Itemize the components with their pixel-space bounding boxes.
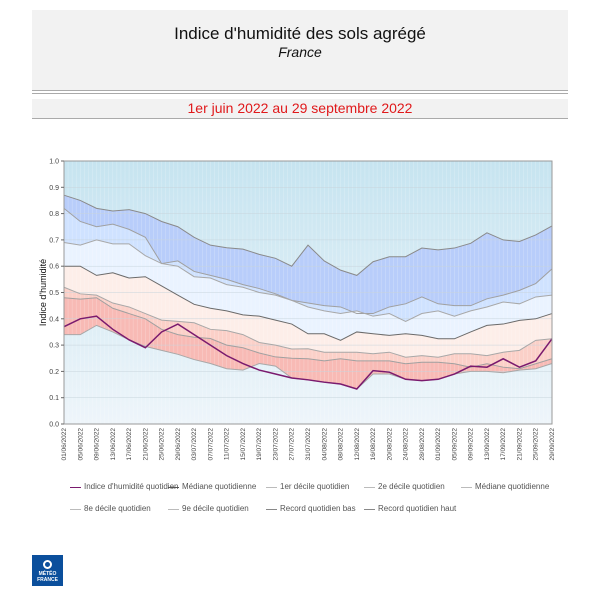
y-tick-label: 0.4 [49, 316, 59, 323]
legend-swatch [70, 509, 81, 510]
series-line-4 [63, 286, 553, 358]
legend-item: Médiane quotidienne [461, 482, 571, 492]
x-tick-label: 23/07/2022 [272, 428, 279, 461]
y-tick-label: 0.1 [49, 395, 59, 402]
legend-swatch [364, 509, 375, 510]
x-tick-label: 09/09/2022 [468, 428, 475, 461]
legend-label: Indice d'humidité quotidien [84, 482, 179, 491]
band-2nd-1st-decile [64, 287, 552, 369]
legend-item: Indice d'humidité quotidien [70, 482, 180, 492]
chart-title: Indice d'humidité des sols agrégé [174, 24, 426, 43]
x-tick-label: 21/06/2022 [142, 428, 149, 461]
x-tick-label: 07/07/2022 [207, 428, 214, 461]
meteo-france-logo: MÉTÉO FRANCE [32, 555, 63, 586]
series-line-2 [63, 239, 553, 322]
header: Indice d'humidité des sols agrégé France [32, 10, 568, 91]
legend-label: Médiane quotidienne [475, 482, 550, 491]
x-tick-label: 31/07/2022 [305, 428, 312, 461]
x-tick-label: 05/09/2022 [451, 428, 458, 461]
y-tick-label: 0.8 [49, 211, 59, 218]
legend-label: Record quotidien haut [378, 504, 457, 513]
legend-label: Record quotidien bas [280, 504, 356, 513]
legend-item: 8e décile quotidien [70, 504, 180, 514]
x-tick-label: 25/09/2022 [533, 428, 540, 461]
x-tick-label: 01/09/2022 [435, 428, 442, 461]
series-line-5 [63, 297, 553, 370]
legend-label: 8e décile quotidien [84, 504, 151, 513]
y-axis-label: Indice d'humidité [38, 259, 48, 326]
legend-item: 9e décile quotidien [168, 504, 278, 514]
series-line-1 [63, 207, 553, 315]
series-line-0 [63, 194, 553, 276]
y-tick-label: 0.2 [49, 369, 59, 376]
x-tick-label: 20/08/2022 [386, 428, 393, 461]
x-tick-label: 21/09/2022 [516, 428, 523, 461]
y-tick-label: 0.5 [49, 290, 59, 297]
x-tick-label: 12/08/2022 [354, 428, 361, 461]
y-tick-label: 1.0 [49, 159, 59, 166]
y-tick-label: 0.6 [49, 264, 59, 271]
band-8th-decile-median [64, 239, 552, 341]
x-tick-label: 04/08/2022 [321, 428, 328, 461]
x-tick-label: 17/06/2022 [126, 428, 133, 461]
x-tick-label: 29/06/2022 [175, 428, 182, 461]
period-label: 1er juin 2022 au 29 septembre 2022 [32, 99, 568, 119]
series-line-index [63, 315, 553, 390]
legend-swatch [168, 509, 179, 510]
legend-label: 1er décile quotidien [280, 482, 350, 491]
x-tick-label: 16/08/2022 [370, 428, 377, 461]
x-tick-label: 11/07/2022 [224, 428, 231, 460]
x-tick-label: 01/06/2022 [61, 428, 68, 461]
legend-item: 2e décile quotidien [364, 482, 474, 492]
legend-label: 9e décile quotidien [182, 504, 249, 513]
chart-subtitle: France [278, 44, 322, 60]
legend-item: 1er décile quotidien [266, 482, 376, 492]
x-tick-label: 28/08/2022 [419, 428, 426, 461]
legend-swatch [461, 487, 472, 488]
x-tick-label: 08/08/2022 [338, 428, 345, 461]
y-tick-label: 0.9 [49, 185, 59, 192]
x-tick-label: 09/06/2022 [94, 428, 101, 461]
y-tick-label: 0.0 [49, 422, 59, 429]
x-tick-label: 29/09/2022 [549, 428, 556, 461]
x-tick-label: 13/09/2022 [484, 428, 491, 461]
x-tick-label: 05/06/2022 [77, 428, 84, 461]
y-tick-label: 0.3 [49, 343, 59, 350]
x-tick-label: 19/07/2022 [256, 428, 263, 461]
band-median-2nd-decile [64, 266, 552, 358]
x-tick-label: 13/06/2022 [110, 428, 117, 461]
legend-label: Médiane quotidienne [182, 482, 257, 491]
x-tick-label: 17/09/2022 [500, 428, 507, 461]
legend-swatch [364, 487, 375, 488]
legend-swatch [168, 487, 179, 488]
legend-swatch [266, 487, 277, 488]
y-tick-label: 0.7 [49, 237, 59, 244]
series-line-3 [64, 265, 553, 341]
legend-item: Médiane quotidienne [168, 482, 278, 492]
band-record-high-9th-decile [64, 195, 552, 314]
legend-label: 2e décile quotidien [378, 482, 445, 491]
legend-swatch [266, 509, 277, 510]
x-tick-label: 03/07/2022 [191, 428, 198, 461]
x-tick-label: 15/07/2022 [240, 428, 247, 461]
band-1st-decile-record-low [64, 297, 552, 390]
legend-item: Record quotidien haut [364, 504, 474, 514]
x-tick-label: 24/08/2022 [403, 428, 410, 461]
divider [32, 93, 568, 94]
legend-item: Record quotidien bas [266, 504, 376, 514]
x-tick-label: 25/06/2022 [159, 428, 166, 461]
x-tick-label: 27/07/2022 [289, 428, 296, 461]
legend-swatch [70, 487, 81, 488]
